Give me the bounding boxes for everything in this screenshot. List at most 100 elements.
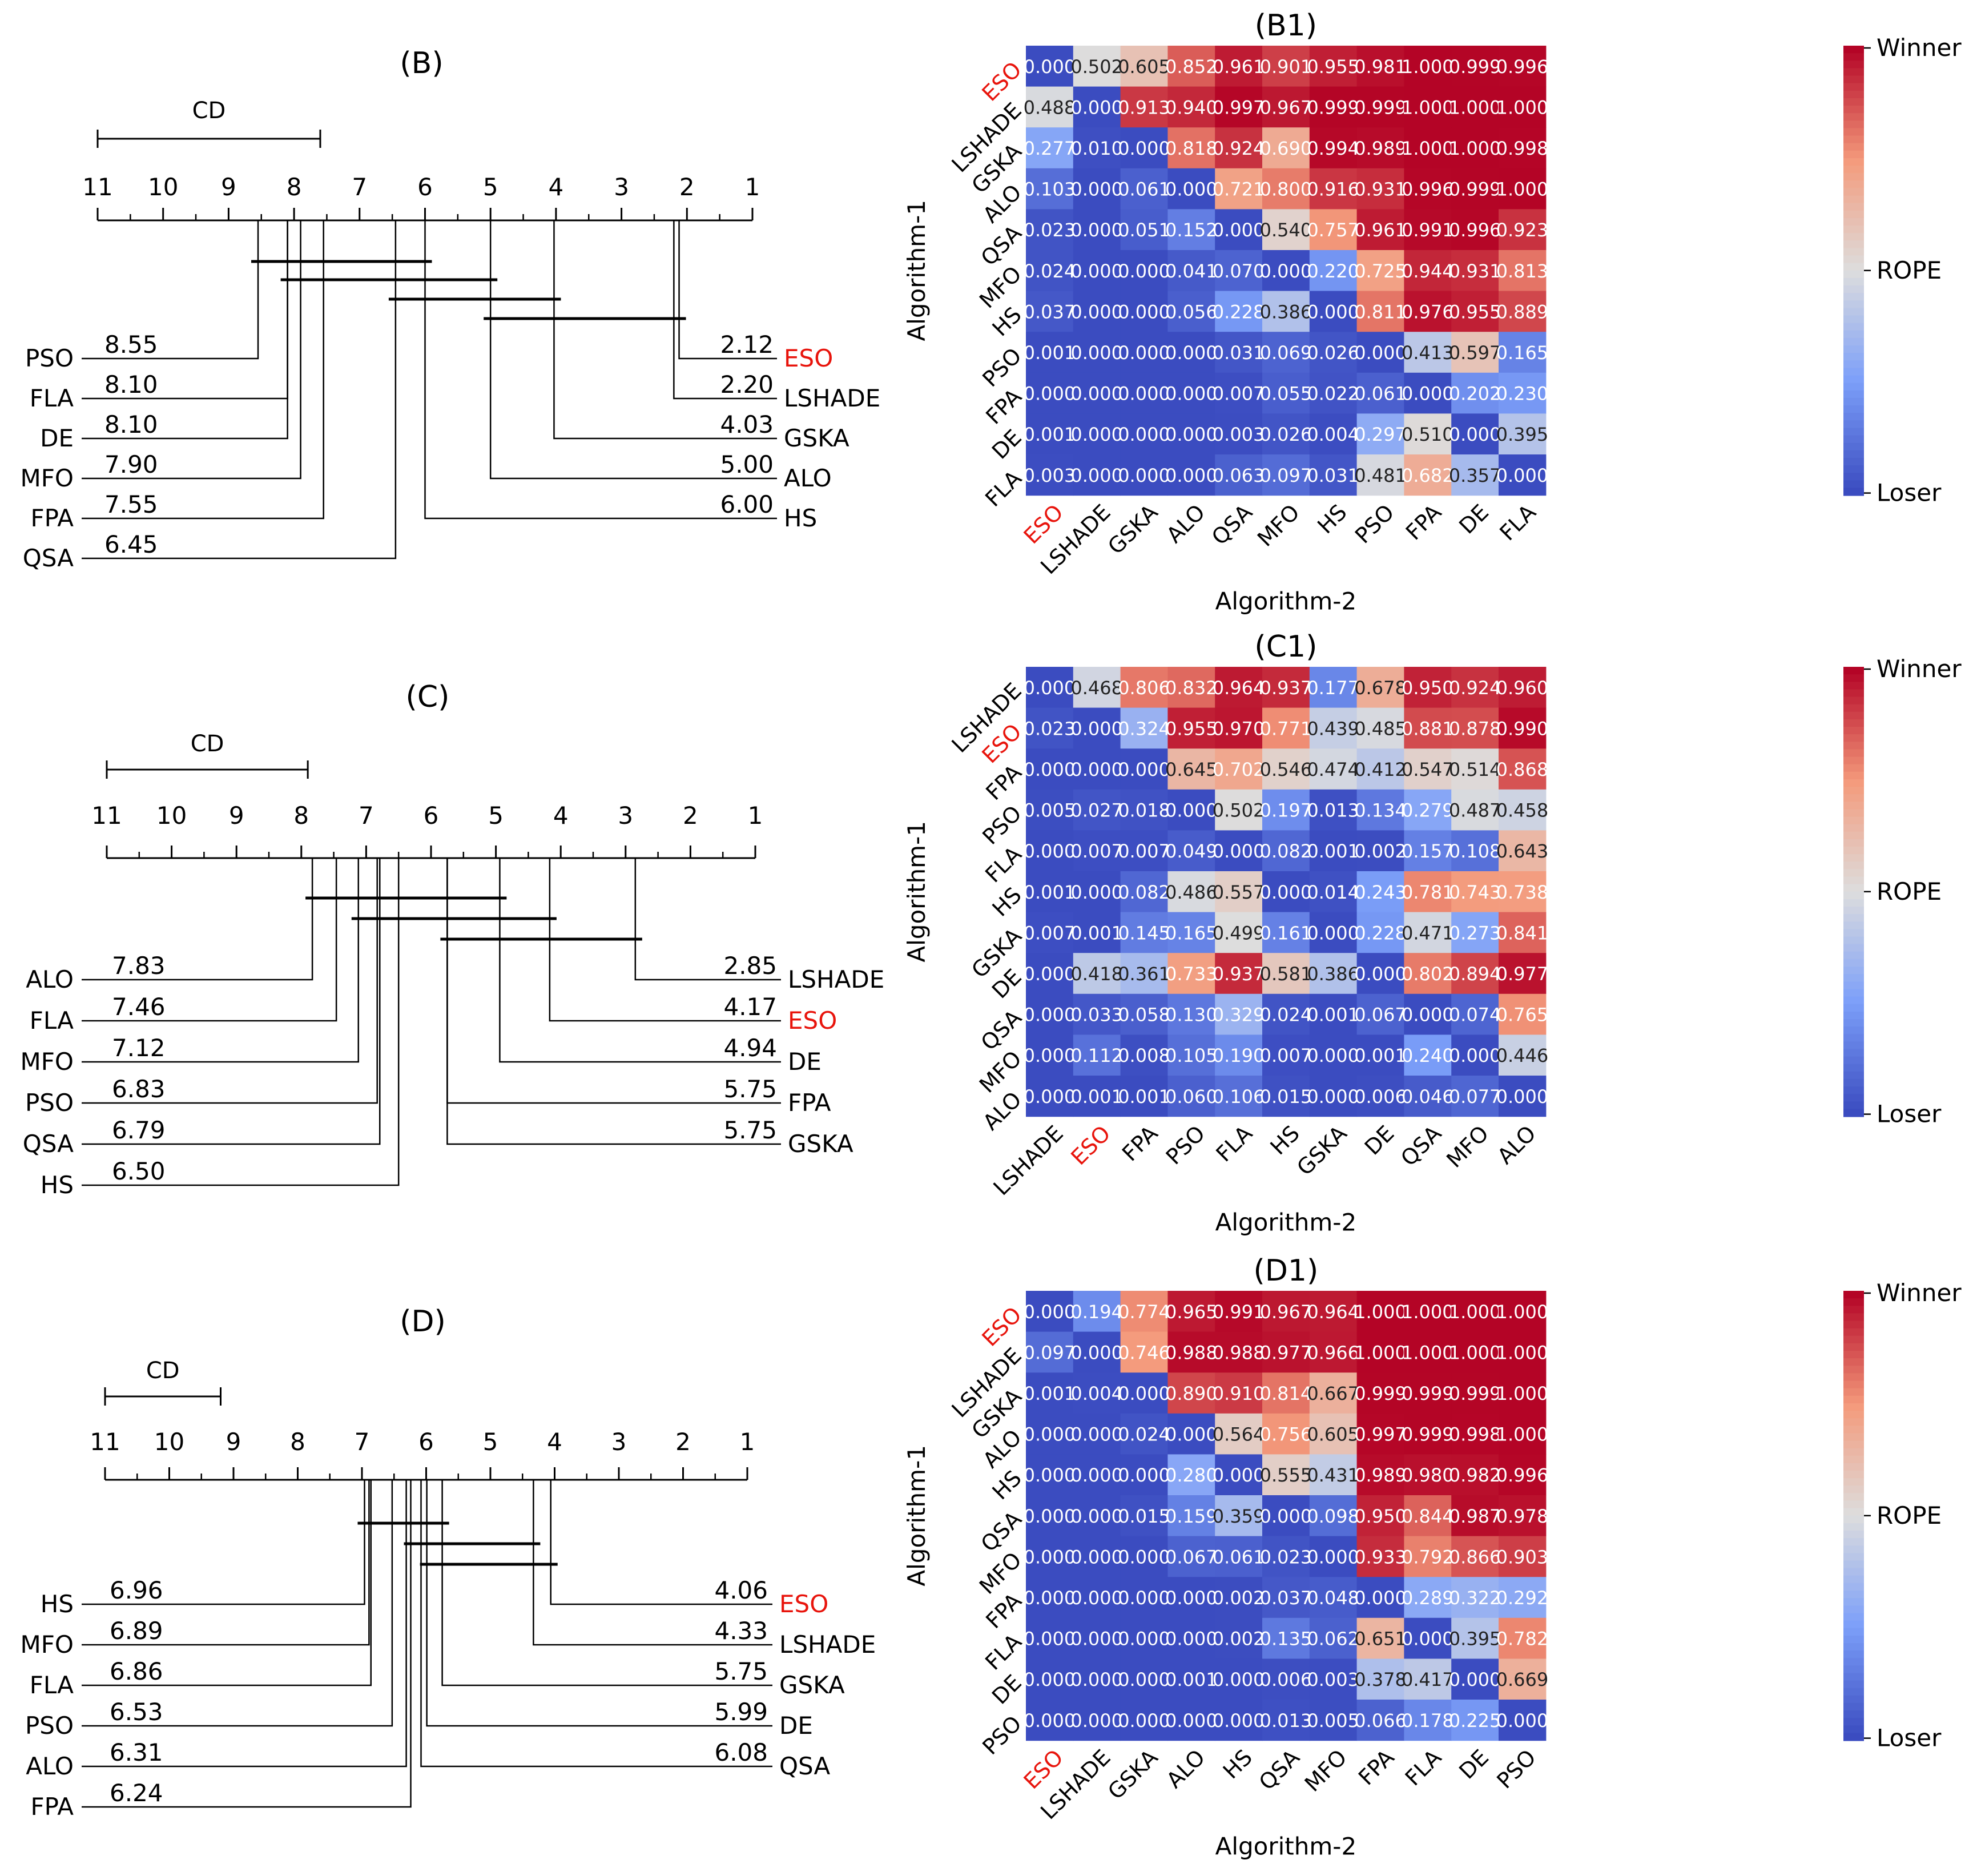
cell-value: 0.978 xyxy=(1496,1505,1549,1527)
heatmap-cell xyxy=(1356,413,1404,455)
heatmap-cell xyxy=(1451,209,1499,251)
rank-connector xyxy=(426,1480,772,1727)
heatmap-cell xyxy=(1073,372,1121,414)
colorbar-segment xyxy=(1843,1575,1864,1584)
cell-value: 0.000 xyxy=(1165,465,1218,486)
heatmap-cell xyxy=(1120,707,1168,749)
row-label: ALO xyxy=(978,1087,1026,1136)
colorbar-segment xyxy=(1843,794,1864,803)
colorbar-segment xyxy=(1843,1343,1864,1352)
heatmap-cell xyxy=(1215,912,1263,953)
heatmap-cell xyxy=(1073,748,1121,790)
cell-value: 0.499 xyxy=(1213,922,1265,944)
heatmap-cell xyxy=(1451,871,1499,913)
cell-value: 0.001 xyxy=(1165,1669,1218,1690)
heatmap-cell xyxy=(1026,953,1074,995)
rank-value: 5.75 xyxy=(723,1116,777,1144)
colorbar-segment xyxy=(1843,779,1864,788)
heatmap-cell xyxy=(1073,1372,1121,1414)
colorbar-segment xyxy=(1843,1583,1864,1592)
heatmap-cell xyxy=(1262,413,1310,455)
cell-value: 0.800 xyxy=(1260,179,1312,200)
cell-value: 0.000 xyxy=(1070,219,1123,241)
column-label: FPA xyxy=(1117,1121,1162,1166)
colorbar-segment xyxy=(1843,405,1864,414)
heatmap-cell xyxy=(1073,454,1121,496)
cell-value: 0.024 xyxy=(1024,260,1076,282)
cell-value: 0.063 xyxy=(1213,465,1265,486)
colorbar-segment xyxy=(1843,248,1864,256)
cell-value: 0.000 xyxy=(1213,840,1265,862)
tick-label: 2 xyxy=(683,802,698,830)
rank-connector xyxy=(82,1480,412,1808)
heatmap-cell xyxy=(1309,1331,1358,1373)
heatmap-cell xyxy=(1215,1331,1263,1373)
cell-value: 0.001 xyxy=(1024,342,1076,364)
cell-value: 0.130 xyxy=(1165,1004,1218,1026)
cell-value: 0.031 xyxy=(1307,465,1359,486)
rank-value: 6.83 xyxy=(112,1075,166,1103)
rank-value: 7.83 xyxy=(112,952,166,980)
heatmap-cell xyxy=(1499,1291,1547,1332)
cell-value: 0.000 xyxy=(1118,1710,1170,1732)
cell-value: 1.000 xyxy=(1402,138,1454,159)
heatmap-cell xyxy=(1026,86,1074,128)
heatmap-cell xyxy=(1309,993,1358,1035)
heatmap-cell xyxy=(1073,250,1121,292)
tick-label: 3 xyxy=(618,802,633,830)
colorbar-segment xyxy=(1843,1680,1864,1689)
colorbar-segment xyxy=(1843,704,1864,712)
colorbar-segment xyxy=(1843,787,1864,795)
colorbar-segment xyxy=(1843,383,1864,391)
cell-value: 0.813 xyxy=(1496,260,1549,282)
rank-connector xyxy=(446,858,781,1104)
heatmap-cell xyxy=(1499,168,1547,210)
cell-value: 0.510 xyxy=(1402,424,1454,445)
cell-value: 0.721 xyxy=(1213,179,1265,200)
cell-value: 0.000 xyxy=(1260,881,1312,903)
cell-value: 0.074 xyxy=(1449,1004,1501,1026)
cell-value: 0.000 xyxy=(1307,922,1359,944)
cell-value: 0.000 xyxy=(1307,301,1359,323)
cell-value: 0.950 xyxy=(1354,1505,1407,1527)
colorbar-segment xyxy=(1843,734,1864,743)
rank-connector xyxy=(499,858,781,1063)
colorbar-segment xyxy=(1843,330,1864,339)
heatmap-cell xyxy=(1026,332,1074,373)
heatmap-cell xyxy=(1404,1331,1452,1373)
tick-label: 7 xyxy=(355,1428,370,1456)
column-label: DE xyxy=(1360,1121,1399,1160)
heatmap-cell xyxy=(1215,250,1263,292)
cell-value: 0.386 xyxy=(1260,301,1312,323)
heatmap-cell xyxy=(1167,789,1215,831)
colorbar-segment xyxy=(1843,1041,1864,1050)
cell-value: 0.458 xyxy=(1496,800,1549,822)
cell-value: 0.485 xyxy=(1354,718,1407,739)
cell-value: 1.000 xyxy=(1496,1383,1549,1404)
cell-value: 0.481 xyxy=(1354,465,1407,486)
heatmap-cell xyxy=(1309,707,1358,749)
cell-value: 0.026 xyxy=(1307,342,1359,364)
heatmap-cell xyxy=(1499,707,1547,749)
heatmap-cell xyxy=(1262,1076,1310,1117)
colorbar-segment xyxy=(1843,989,1864,997)
heatmap-cell xyxy=(1167,332,1215,373)
colorbar-segment xyxy=(1843,967,1864,975)
heatmap-cell xyxy=(1073,993,1121,1035)
cell-value: 0.000 xyxy=(1213,1669,1265,1690)
column-label: HS xyxy=(1312,500,1351,538)
colorbar-segment xyxy=(1843,128,1864,136)
cell-value: 0.997 xyxy=(1213,96,1265,118)
heatmap-cell xyxy=(1215,667,1263,708)
cell-value: 0.003 xyxy=(1024,465,1076,486)
cell-value: 0.802 xyxy=(1402,963,1454,985)
cell-value: 0.000 xyxy=(1070,1669,1123,1690)
colorbar-segment xyxy=(1843,1328,1864,1336)
cell-value: 0.061 xyxy=(1213,1546,1265,1568)
cell-value: 0.000 xyxy=(1024,759,1076,780)
tick-label: 11 xyxy=(91,802,122,830)
cell-value: 0.000 xyxy=(1307,1045,1359,1066)
colorbar-segment xyxy=(1843,1388,1864,1396)
heatmap-cell xyxy=(1499,1331,1547,1373)
heatmap-cell xyxy=(1356,209,1404,251)
